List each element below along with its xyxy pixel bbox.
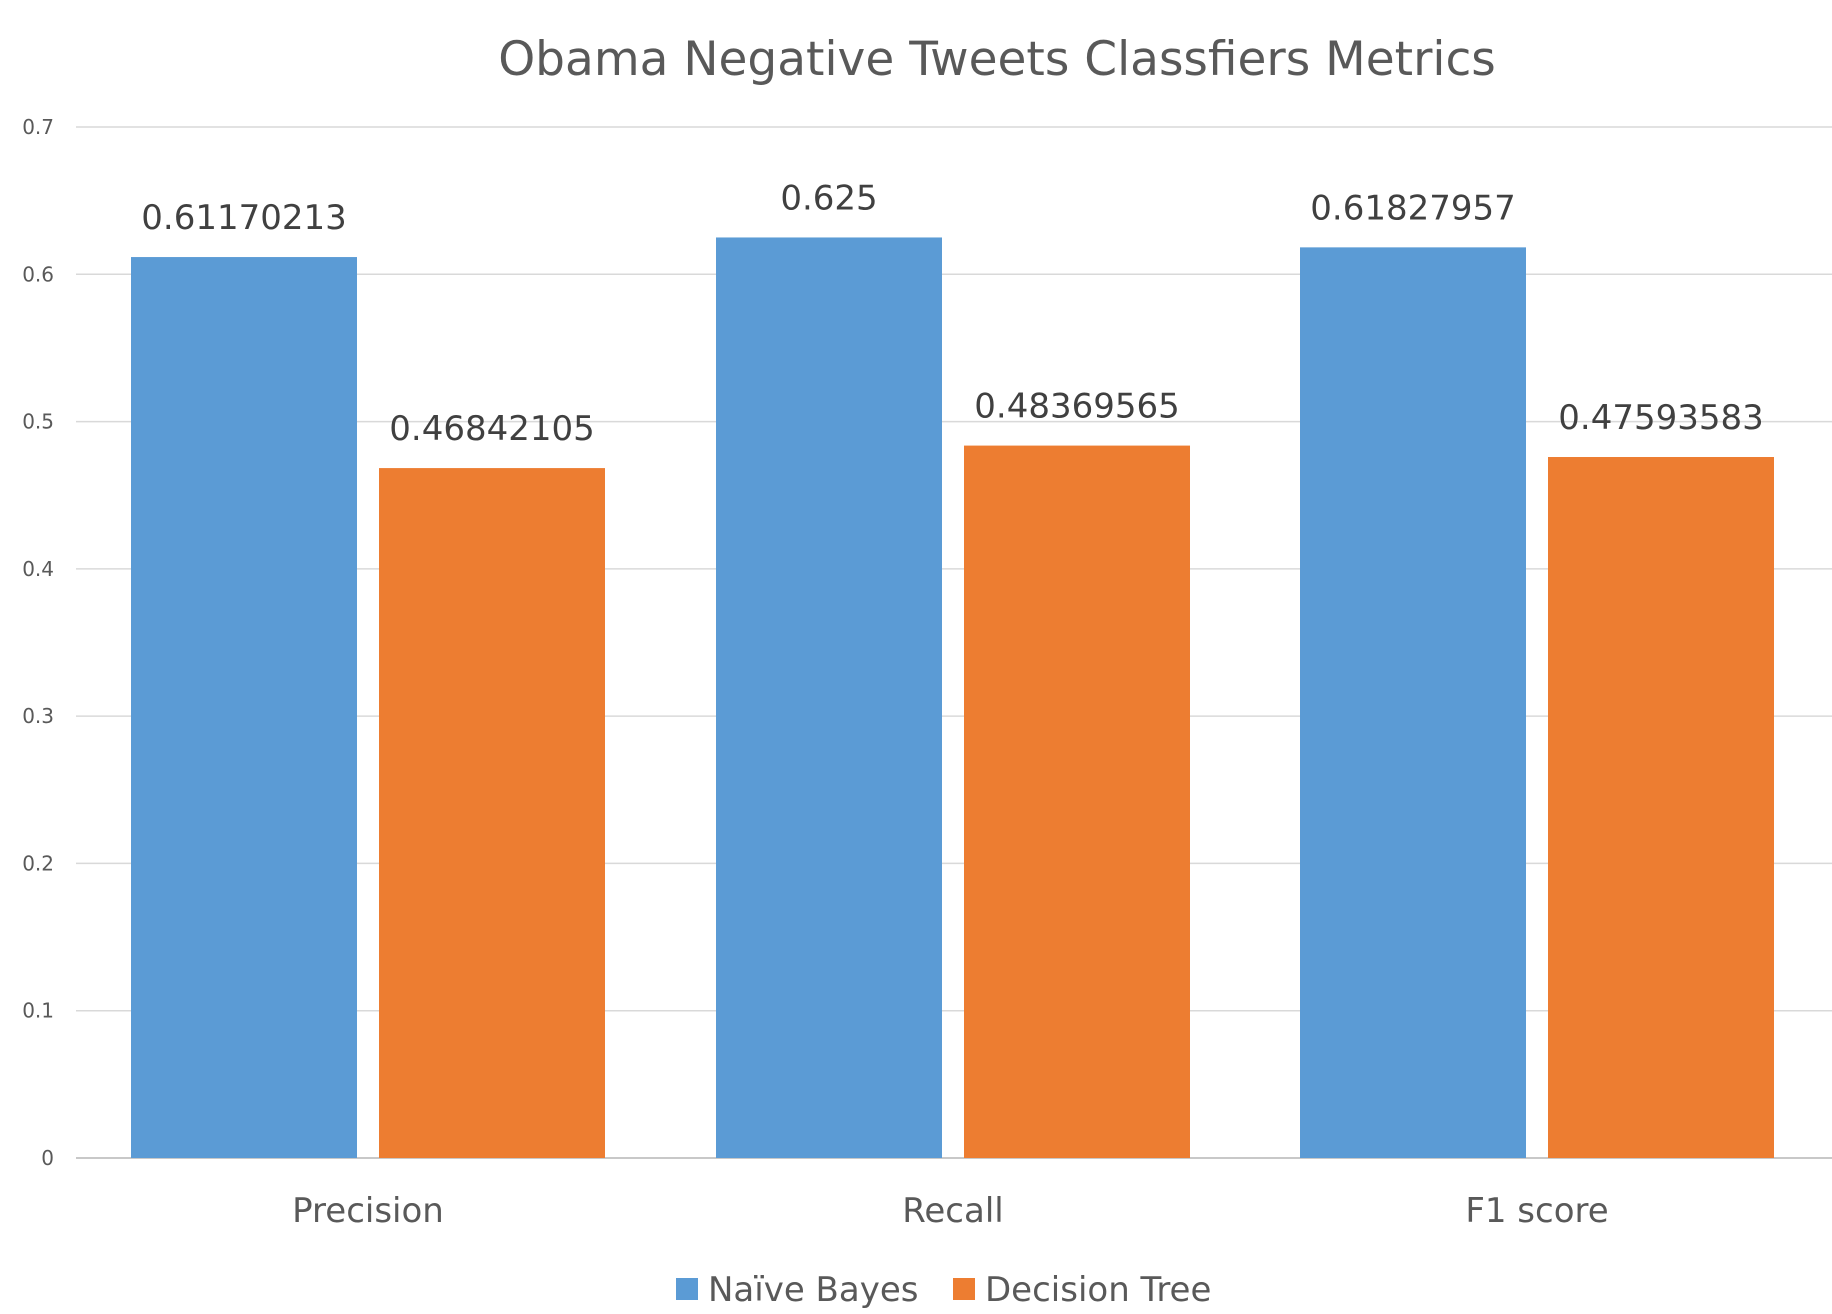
y-tick-label: 0.2	[22, 851, 54, 875]
gridlines	[76, 126, 1832, 1159]
bar	[716, 237, 942, 1158]
legend-label: Naïve Bayes	[708, 1270, 918, 1310]
data-label: 0.47593583	[1558, 398, 1764, 438]
data-label: 0.48369565	[974, 387, 1180, 427]
data-labels: 0.61170213 0.46842105 0.625 0.48369565 0.618…	[141, 178, 1764, 449]
y-tick-label: 0.6	[22, 262, 54, 286]
bar	[131, 257, 357, 1158]
y-tick-label: 0.7	[22, 115, 54, 139]
y-tick-label: 0.4	[22, 557, 54, 581]
x-axis-ticks: Precision Recall F1 score	[292, 1191, 1609, 1231]
x-tick-label: Recall	[902, 1191, 1003, 1231]
y-tick-label: 0.5	[22, 410, 54, 434]
data-label: 0.625	[780, 178, 877, 218]
y-tick-label: 0.3	[22, 704, 54, 728]
y-tick-label: 0.1	[22, 999, 54, 1023]
x-tick-label: F1 score	[1465, 1191, 1608, 1231]
bars	[131, 237, 1774, 1158]
data-label: 0.61170213	[141, 198, 347, 238]
data-label: 0.61827957	[1310, 188, 1516, 228]
x-tick-label: Precision	[292, 1191, 444, 1231]
legend-swatch	[676, 1278, 698, 1300]
bar	[1300, 247, 1526, 1158]
y-tick-label: 0	[41, 1146, 54, 1170]
legend-swatch	[953, 1278, 975, 1300]
data-label: 0.46842105	[389, 409, 595, 449]
bar	[1548, 457, 1774, 1158]
legend-label: Decision Tree	[985, 1270, 1211, 1310]
chart-title: Obama Negative Tweets Classfiers Metrics	[498, 32, 1496, 87]
legend: Naïve Bayes Decision Tree	[676, 1270, 1211, 1310]
y-axis-ticks: 0 0.1 0.2 0.3 0.4 0.5 0.6 0.7	[22, 115, 54, 1170]
bar	[964, 445, 1190, 1158]
bar	[379, 468, 605, 1158]
